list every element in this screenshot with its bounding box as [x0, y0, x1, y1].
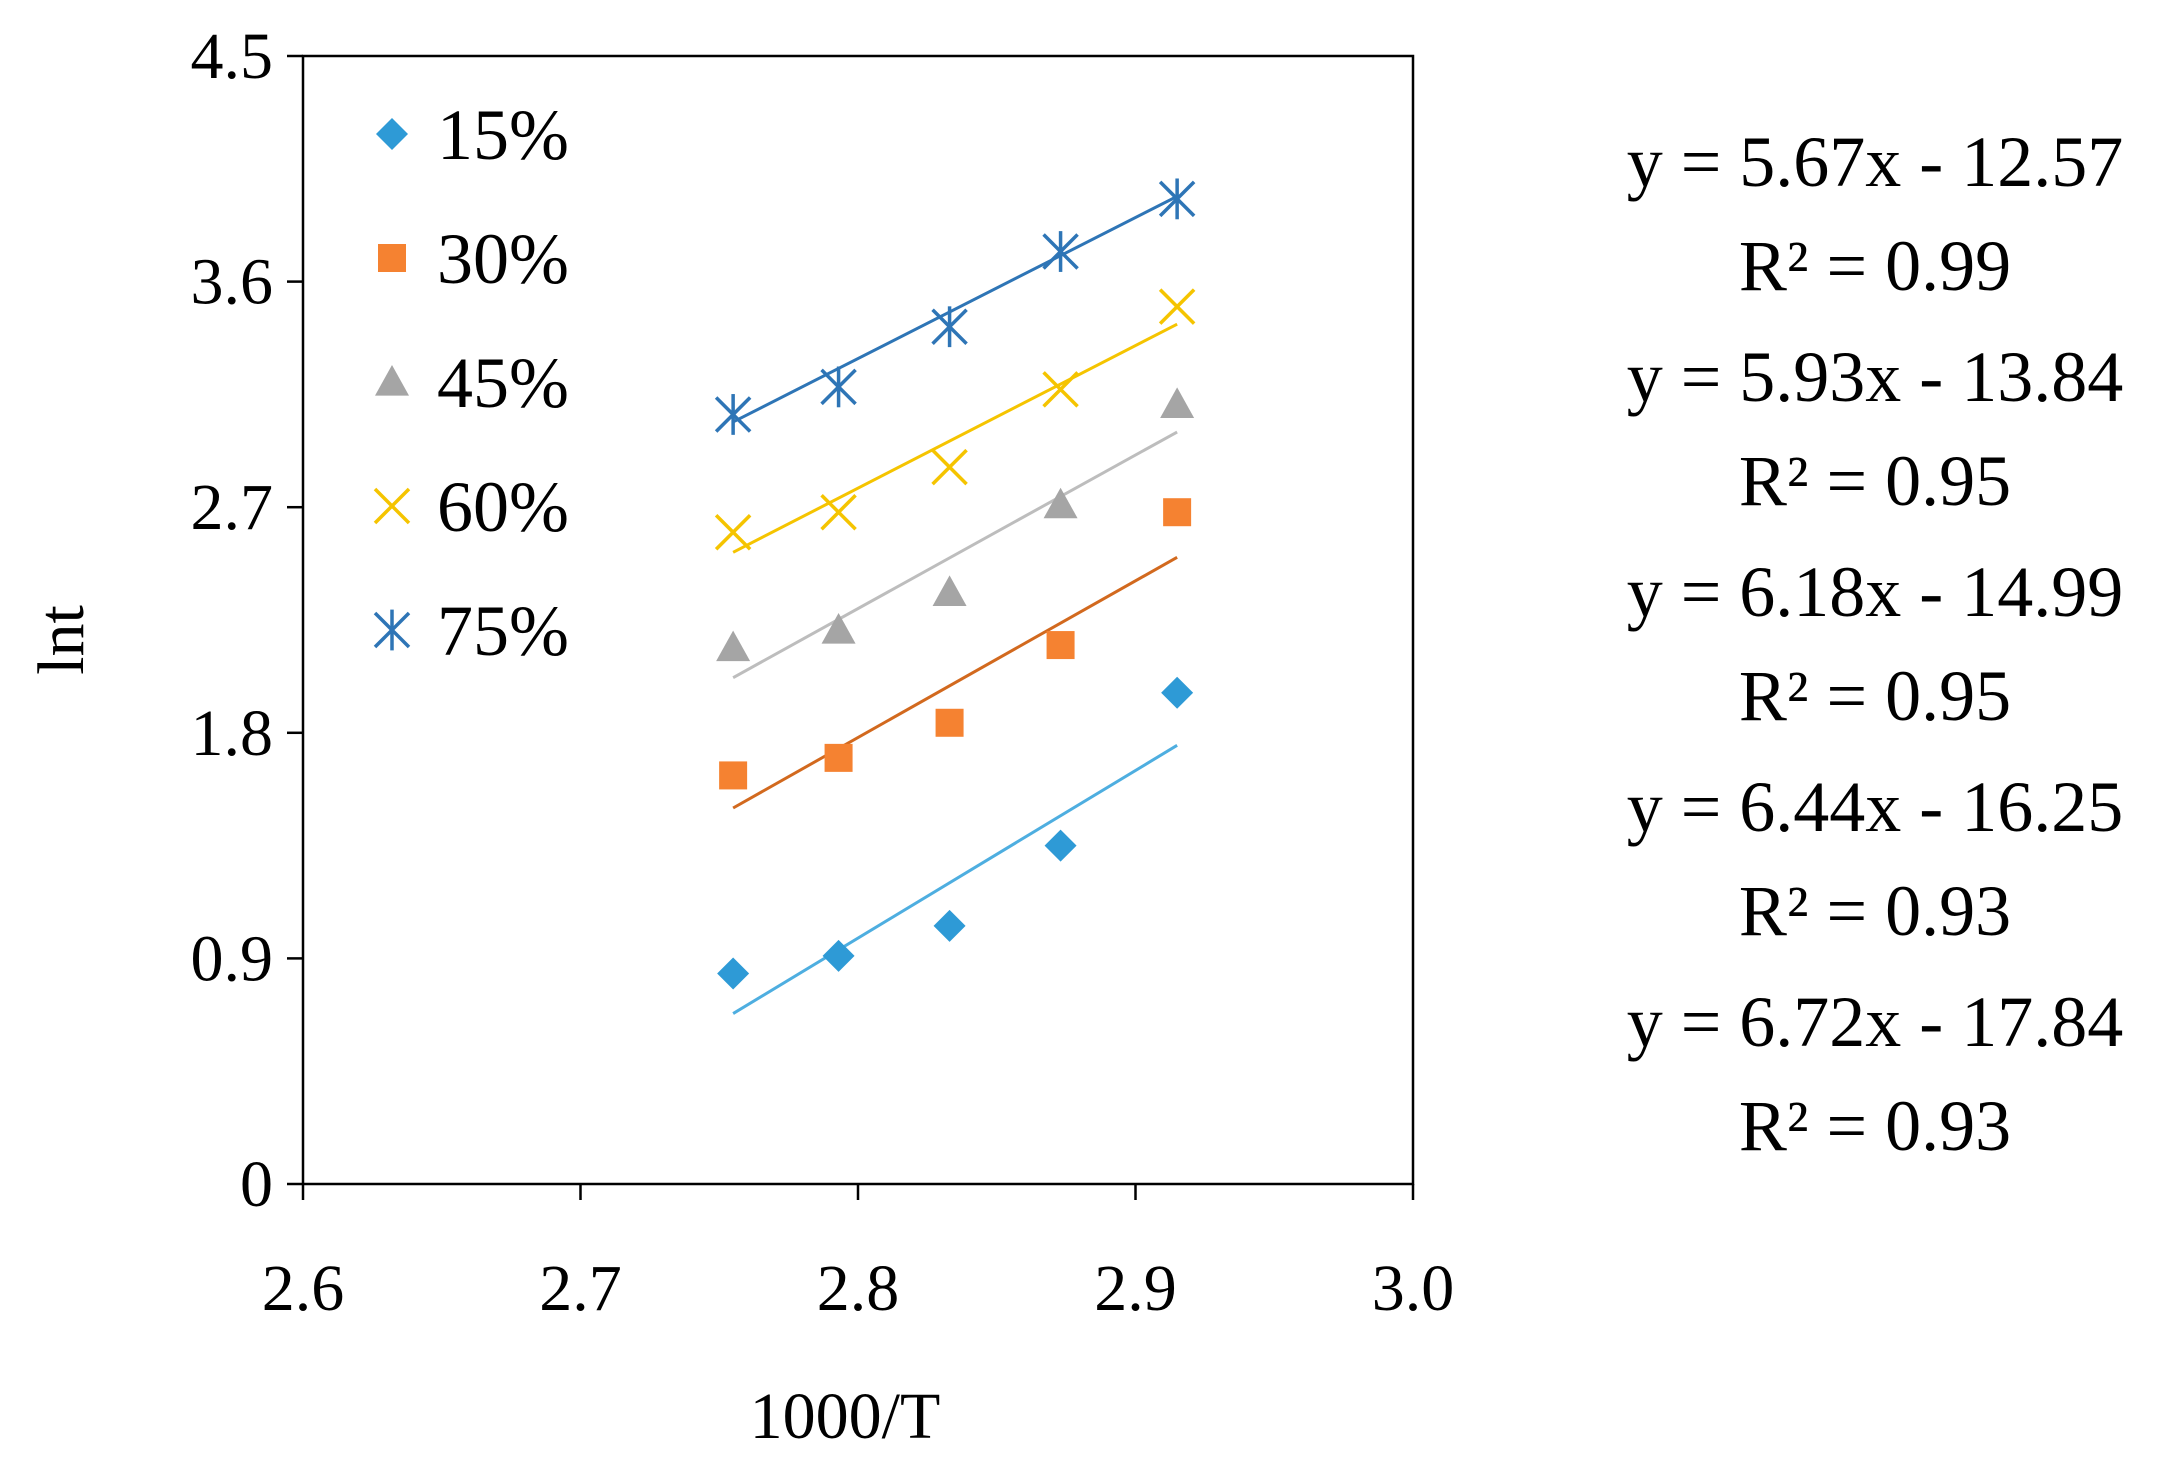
square-shape	[719, 761, 748, 790]
data-point	[1042, 371, 1079, 408]
x-tick-label: 2.7	[539, 1252, 622, 1325]
trendline-3	[732, 322, 1178, 554]
x-tick-label: 3.0	[1372, 1252, 1455, 1325]
data-point	[824, 743, 853, 772]
data-point	[719, 761, 748, 790]
legend-marker	[376, 118, 408, 150]
trend-equation: y = 6.18x - 14.99	[1627, 552, 2124, 632]
legend-marker	[373, 487, 411, 525]
r-squared: R² = 0.95	[1739, 441, 2011, 521]
x-tick-label: 2.9	[1094, 1252, 1177, 1325]
diamond-shape	[1044, 829, 1077, 862]
data-point	[822, 939, 855, 972]
triangle-shape	[1043, 487, 1078, 519]
legend-label: 15%	[437, 95, 569, 175]
trend-equation: y = 6.44x - 16.25	[1627, 767, 2124, 847]
legend-label: 30%	[437, 219, 569, 299]
square-shape	[1163, 498, 1192, 527]
data-markers	[714, 178, 1196, 990]
trendlines	[732, 195, 1178, 1015]
r-squared: R² = 0.99	[1739, 226, 2011, 306]
trend-equation: y = 5.67x - 12.57	[1627, 122, 2124, 202]
square-shape	[935, 708, 964, 737]
x-stroke	[820, 493, 857, 531]
x-tick-label: 2.6	[262, 1252, 345, 1325]
trendline-4	[732, 195, 1178, 424]
trendline-2	[732, 430, 1178, 679]
data-point	[932, 575, 967, 607]
data-point	[1044, 829, 1077, 862]
x-stroke	[714, 514, 752, 551]
data-point	[714, 394, 752, 435]
legend-label: 75%	[437, 591, 569, 671]
diamond-shape	[933, 909, 966, 942]
y-tick-label: 4.5	[191, 20, 274, 93]
diamond-shape	[376, 118, 408, 150]
data-point	[931, 306, 968, 348]
legend: 15% 30% 45% 60% 75%	[373, 95, 569, 671]
data-point	[1158, 288, 1196, 325]
data-point	[716, 630, 751, 662]
data-point	[1042, 231, 1079, 272]
y-tick-label: 3.6	[191, 246, 274, 319]
data-point	[714, 514, 752, 551]
data-point	[1043, 487, 1078, 519]
diamond-shape	[717, 957, 750, 990]
legend-marker	[373, 609, 411, 651]
r-squared: R² = 0.95	[1739, 656, 2011, 736]
triangle-shape	[932, 575, 967, 607]
x-stroke	[931, 448, 968, 486]
square-shape	[378, 244, 406, 272]
trend-equation: y = 6.72x - 17.84	[1627, 982, 2124, 1062]
legend-marker	[378, 244, 406, 272]
y-tick-label: 0.9	[191, 922, 274, 995]
data-point	[1163, 498, 1192, 527]
data-point	[820, 366, 857, 408]
diamond-shape	[1161, 676, 1194, 709]
legend-label: 60%	[437, 467, 569, 547]
y-tick-label: 1.8	[191, 697, 274, 770]
trendline-0	[732, 744, 1178, 1015]
data-point	[933, 909, 966, 942]
data-point	[821, 613, 856, 644]
data-point	[935, 708, 964, 737]
square-shape	[1046, 631, 1075, 660]
legend-label: 45%	[437, 343, 569, 423]
triangle-shape	[821, 613, 856, 644]
y-axis-title: lnt	[25, 605, 98, 675]
triangle-shape	[375, 365, 409, 396]
axis-ticks: 0 0.9 1.8 2.7 3.6 4.5 2.6 2.7 2.8 2.9 3.0	[191, 20, 1455, 1325]
data-point	[1161, 676, 1194, 709]
x-axis-title: 1000/T	[750, 1380, 941, 1453]
x-tick-label: 2.8	[817, 1252, 900, 1325]
y-tick-label: 2.7	[191, 471, 274, 544]
diamond-shape	[822, 939, 855, 972]
square-shape	[824, 743, 853, 772]
trend-equation: y = 5.93x - 13.84	[1627, 337, 2124, 417]
data-point	[1158, 178, 1196, 220]
data-point	[931, 448, 968, 486]
triangle-shape	[716, 630, 751, 662]
trendline-1	[732, 556, 1178, 810]
y-tick-label: 0	[240, 1148, 273, 1221]
triangle-shape	[1160, 387, 1195, 419]
r-squared: R² = 0.93	[1739, 871, 2011, 951]
data-point	[717, 957, 750, 990]
x-stroke	[373, 487, 411, 525]
legend-marker	[375, 365, 409, 396]
r-squared: R² = 0.93	[1739, 1086, 2011, 1166]
data-point	[1046, 631, 1075, 660]
data-point	[1160, 387, 1195, 419]
data-point	[820, 493, 857, 531]
x-stroke	[1042, 371, 1079, 408]
equation-panel: y = 5.67x - 12.57 R² = 0.99 y = 5.93x - 13…	[1627, 122, 2124, 1166]
x-stroke	[1158, 288, 1196, 325]
